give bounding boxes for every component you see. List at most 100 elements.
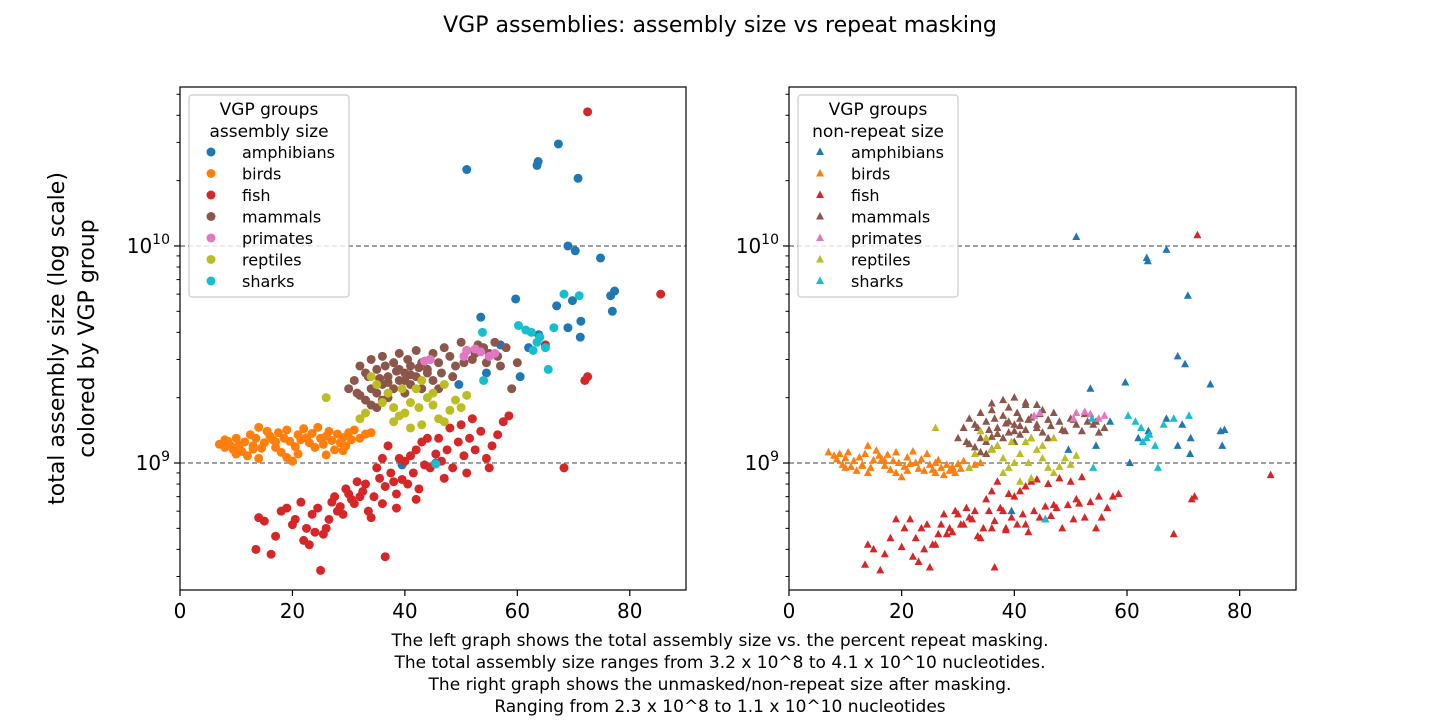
fish-point <box>990 516 999 525</box>
sharks-point <box>549 323 559 333</box>
fish-point <box>1066 477 1075 485</box>
x-tick-label: 0 <box>174 599 187 623</box>
mammals-point <box>366 354 376 364</box>
sharks-point <box>1088 414 1097 422</box>
fish-point <box>462 468 472 478</box>
mammals-point <box>445 351 455 361</box>
amphibians-point <box>1143 256 1152 265</box>
mammals-point <box>439 343 449 353</box>
fish-point <box>876 565 885 574</box>
primates-point <box>462 345 472 355</box>
amphibians-point <box>1206 380 1215 388</box>
mammals-point <box>1004 417 1013 425</box>
fish-point <box>411 494 421 504</box>
fish-point <box>406 451 416 461</box>
reptiles-point <box>414 403 424 413</box>
fish-point <box>375 473 385 483</box>
fish-point <box>310 527 320 537</box>
birds-point <box>271 437 281 447</box>
birds-legend-marker <box>206 169 216 178</box>
fish-point <box>1072 494 1081 503</box>
reptiles-point <box>1049 433 1058 442</box>
amphibians-point <box>1183 291 1192 299</box>
fish-point <box>411 445 421 455</box>
reptiles-point <box>411 384 421 394</box>
fish-point <box>939 509 948 518</box>
caption-line-1: The left graph shows the total assembly … <box>390 631 1048 651</box>
amphibians-point <box>570 246 580 256</box>
amphibians-point <box>1173 441 1182 449</box>
reptiles-point <box>1021 437 1030 445</box>
birds-point <box>906 459 915 467</box>
fish-point <box>434 433 444 443</box>
y-minor-ticks <box>176 93 180 578</box>
legend-label: birds <box>851 165 890 184</box>
birds-point <box>894 458 903 467</box>
fish-point <box>976 533 985 542</box>
mammals-point <box>1044 415 1053 423</box>
fish-point <box>1046 511 1055 520</box>
sharks-point <box>559 289 569 299</box>
mammals-point <box>990 414 999 422</box>
birds-point <box>327 435 337 445</box>
fish-point <box>1080 513 1089 521</box>
primates-point <box>1035 408 1044 416</box>
mammals-point <box>999 411 1008 419</box>
mammals-point <box>1015 414 1024 422</box>
legend-label: sharks <box>242 272 294 291</box>
fish-point <box>959 520 968 528</box>
mammals-point <box>1024 415 1033 423</box>
fish-point <box>324 514 334 524</box>
fish-point <box>1075 499 1084 507</box>
fish-point <box>493 430 503 440</box>
fish-point <box>369 492 379 502</box>
mammals-point <box>459 358 469 368</box>
fish-point <box>287 520 297 530</box>
birds-point <box>880 456 889 465</box>
fish-point <box>377 453 387 463</box>
fish-point <box>332 506 342 516</box>
reptiles-point <box>1007 437 1016 445</box>
fish-point <box>254 513 264 523</box>
birds-point <box>231 433 241 443</box>
fish-point <box>391 489 401 499</box>
primates-point <box>1069 414 1078 422</box>
fish-point <box>1035 513 1044 521</box>
fish-point <box>962 503 971 512</box>
mammals-legend-marker <box>816 212 824 220</box>
fish-point <box>467 414 477 424</box>
reptiles-point <box>999 468 1008 476</box>
fish-point <box>380 481 390 491</box>
fish-point <box>1266 470 1275 479</box>
x-tick-label: 80 <box>617 599 642 623</box>
fish-point <box>1092 523 1101 532</box>
amphibians-point <box>1072 232 1081 240</box>
mammals-legend-marker <box>206 212 216 221</box>
birds-point <box>835 449 844 458</box>
birds-point <box>892 468 901 476</box>
legend-label: sharks <box>851 272 903 291</box>
mammals-point <box>1032 400 1041 409</box>
amphibians-point <box>476 312 486 322</box>
amphibians-point <box>533 156 543 166</box>
birds-point <box>889 456 898 465</box>
amphibians-point <box>1181 359 1190 368</box>
y-tick-label: 109 <box>745 449 779 475</box>
mammals-point <box>1044 433 1053 442</box>
amphibians-point <box>1086 384 1095 392</box>
reptiles-point <box>372 380 382 390</box>
fish-point <box>1193 230 1202 239</box>
birds-point <box>254 422 264 432</box>
fish-point <box>990 563 999 571</box>
reptiles-point <box>1049 468 1058 476</box>
legend-label: mammals <box>851 208 930 227</box>
mammals-point <box>993 423 1002 431</box>
birds-point <box>307 428 317 438</box>
sharks-point <box>1153 463 1162 471</box>
mammals-point <box>1013 408 1022 416</box>
figure-title: VGP assemblies: assembly size vs repeat … <box>443 13 997 38</box>
fish-point <box>1063 500 1072 509</box>
x-tick-label: 40 <box>1002 599 1027 623</box>
amphibians-legend-marker <box>206 147 216 157</box>
